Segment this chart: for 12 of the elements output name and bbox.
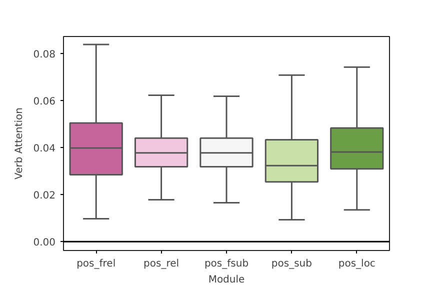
x-tick-label: pos_rel [144, 258, 180, 270]
y-axis-title: Verb Attention [14, 107, 26, 180]
y-tick-label: 0.06 [33, 96, 56, 108]
x-tick-label: pos_loc [338, 258, 376, 270]
x-tick-label: pos_frel [76, 258, 116, 270]
x-tick-label: pos_sub [271, 258, 312, 270]
x-tick-label: pos_fsub [204, 258, 249, 270]
x-axis-title: Module [208, 274, 245, 286]
y-tick-label: 0.08 [33, 49, 56, 60]
y-tick-label: 0.04 [33, 144, 56, 154]
y-tick-label: 0.02 [33, 190, 56, 202]
y-tick-label: 0.00 [33, 238, 56, 249]
